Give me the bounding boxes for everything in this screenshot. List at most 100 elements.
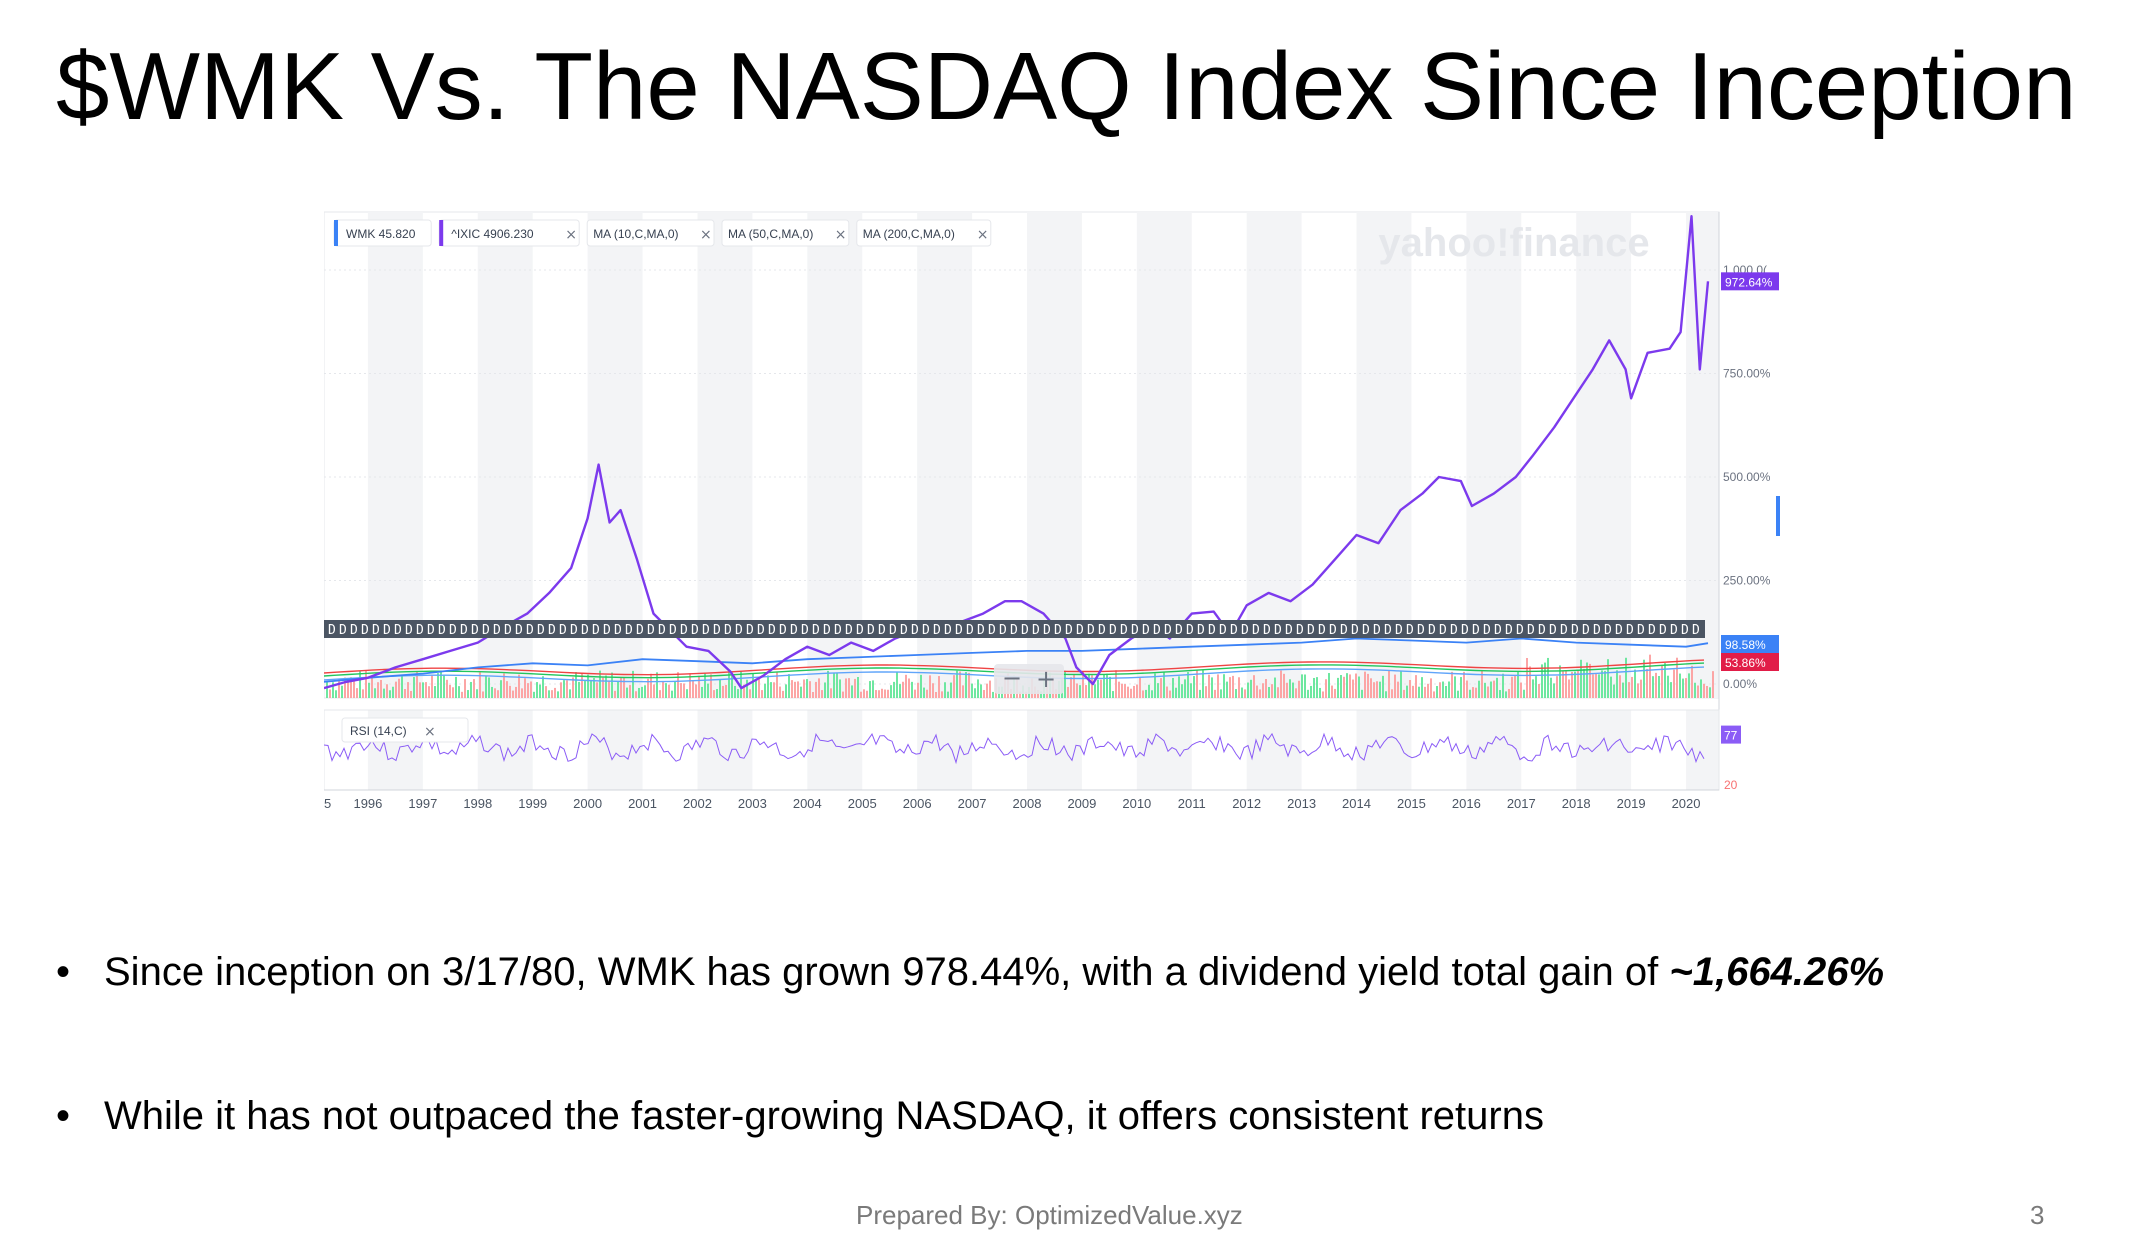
dividend-marker: D [1593,623,1601,638]
volume-bar [956,670,958,698]
chip-close-icon[interactable]: × [977,227,989,243]
volume-bar [1667,675,1669,698]
zoom-controls[interactable] [994,664,1064,694]
price-label-text: 53.86% [1725,656,1766,670]
dividend-marker: D [1637,623,1645,638]
volume-bar [872,680,874,698]
volume-bar [1226,681,1228,698]
volume-bar [1322,691,1324,698]
dividend-marker: D [438,623,446,638]
rsi-year-band [1136,710,1192,790]
volume-bar [449,684,451,698]
volume-bar [332,682,334,698]
dividend-marker: D [768,623,776,638]
volume-bar [1349,674,1351,698]
volume-bar [1703,683,1705,698]
volume-bar [476,689,478,698]
volume-bar [1379,681,1381,698]
volume-bar [905,674,907,698]
volume-bar [860,691,862,698]
volume-bar [845,678,847,698]
bullet-1-text: Since inception on 3/17/80, WMK has grow… [104,950,1670,994]
volume-bar [1481,670,1483,698]
volume-bar [1409,680,1411,698]
volume-bar [929,675,931,698]
volume-bar [497,690,499,698]
volume-bar [491,686,493,698]
volume-bar [569,689,571,698]
rsi-year-band [587,710,643,790]
indicator-chip[interactable] [586,219,715,247]
price-label-badge [1721,653,1779,671]
volume-bar [443,675,445,698]
indicator-chip[interactable] [721,219,850,247]
volume-bar [692,680,694,698]
volume-bar [509,685,511,698]
dividend-marker: D [1428,623,1436,638]
dividend-marker: D [1230,623,1238,638]
volume-bar [1523,689,1525,698]
volume-bar [1307,689,1309,698]
volume-bar [377,682,379,698]
volume-bar [470,681,472,698]
volume-bar [1247,682,1249,698]
indicator-chip[interactable] [856,219,992,247]
dividend-marker: D [1285,623,1293,638]
volume-bar [1526,657,1528,698]
dividend-marker: D [1065,623,1073,638]
dividend-marker: D [339,623,347,638]
volume-bar [806,679,808,698]
volume-bar [1445,685,1447,698]
volume-bar [1343,676,1345,698]
dividend-marker: D [1417,623,1425,638]
dividend-marker: D [1329,623,1337,638]
chip-close-icon[interactable]: × [835,227,847,243]
price-label-text: 972.64% [1725,275,1773,289]
volume-bar [731,674,733,698]
volume-bar [662,681,664,698]
chip-label: MA (50,C,MA,0) [728,227,813,241]
scroll-handle[interactable] [1776,496,1780,536]
chip-close-icon[interactable]: × [700,227,712,243]
volume-bar [680,683,682,698]
dividend-marker: D [922,623,930,638]
volume-bar [1622,682,1624,698]
volume-bar [578,681,580,698]
volume-bar [530,681,532,698]
volume-bar [638,687,640,698]
volume-bar [1337,677,1339,698]
volume-bar [1181,684,1183,698]
volume-bar [1544,662,1546,698]
chip-close-icon[interactable]: × [565,227,577,243]
price-label-text: 98.58% [1725,638,1766,652]
volume-bar [1541,664,1543,698]
volume-bar [461,691,463,698]
volume-bar [980,684,982,698]
rsi-chip[interactable] [341,717,469,743]
dividend-marker: D [504,623,512,638]
x-tick-label: 2004 [793,796,822,811]
dividend-marker: D [1131,623,1139,638]
volume-bar [1097,679,1099,698]
chip-label: MA (10,C,MA,0) [593,227,678,241]
volume-bar [1325,679,1327,698]
volume-bar [755,680,757,698]
volume-bar [881,688,883,698]
dividend-marker: D [1241,623,1249,638]
zoom-in-button[interactable]: + [1036,665,1056,693]
volume-bar [857,677,859,698]
stock-chart[interactable]: yahoo!finance D D D D D D D D D D D D D D D D D D D D D D D D D D D… [324,206,1784,826]
x-tick-label: 2013 [1287,796,1316,811]
dividend-marker: D [1373,623,1381,638]
volume-bar [689,673,691,698]
volume-bar [656,672,658,698]
volume-bar [494,688,496,698]
year-band [1576,212,1632,698]
volume-bar [386,684,388,698]
dividend-marker: D [515,623,523,638]
x-tick-label: 2002 [683,796,712,811]
rsi-close-icon[interactable]: × [424,724,436,740]
volume-bar [425,682,427,698]
zoom-out-button[interactable]: − [1002,664,1022,692]
